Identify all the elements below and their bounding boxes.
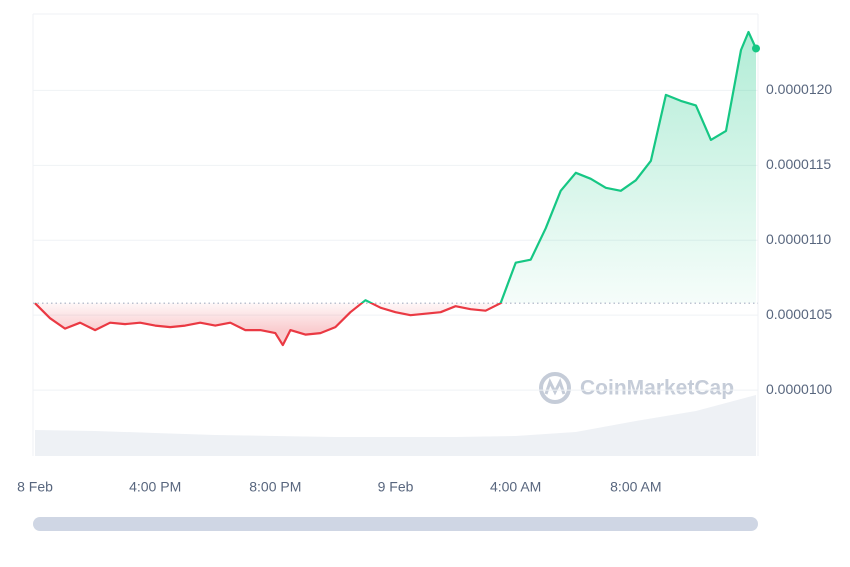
price-fill <box>35 32 756 346</box>
x-tick-label: 9 Feb <box>378 479 414 495</box>
y-tick-label: 0.0000100 <box>766 381 832 397</box>
price-line <box>34 30 758 347</box>
y-tick-label: 0.0000115 <box>766 156 831 172</box>
y-tick-label: 0.0000110 <box>766 231 831 247</box>
x-tick-label: 8:00 PM <box>249 479 301 495</box>
y-tick-label: 0.0000105 <box>766 306 832 322</box>
watermark: CoinMarketCap <box>580 377 734 400</box>
x-tick-label: 8:00 AM <box>610 479 661 495</box>
x-tick-label: 4:00 AM <box>490 479 541 495</box>
volume-area <box>35 395 756 456</box>
scrollbar[interactable] <box>33 517 758 531</box>
last-point <box>752 44 760 53</box>
x-tick-label: 8 Feb <box>17 479 53 495</box>
y-tick-label: 0.0000120 <box>766 81 832 97</box>
x-tick-label: 4:00 PM <box>129 479 181 495</box>
watermark-logo <box>539 372 571 404</box>
